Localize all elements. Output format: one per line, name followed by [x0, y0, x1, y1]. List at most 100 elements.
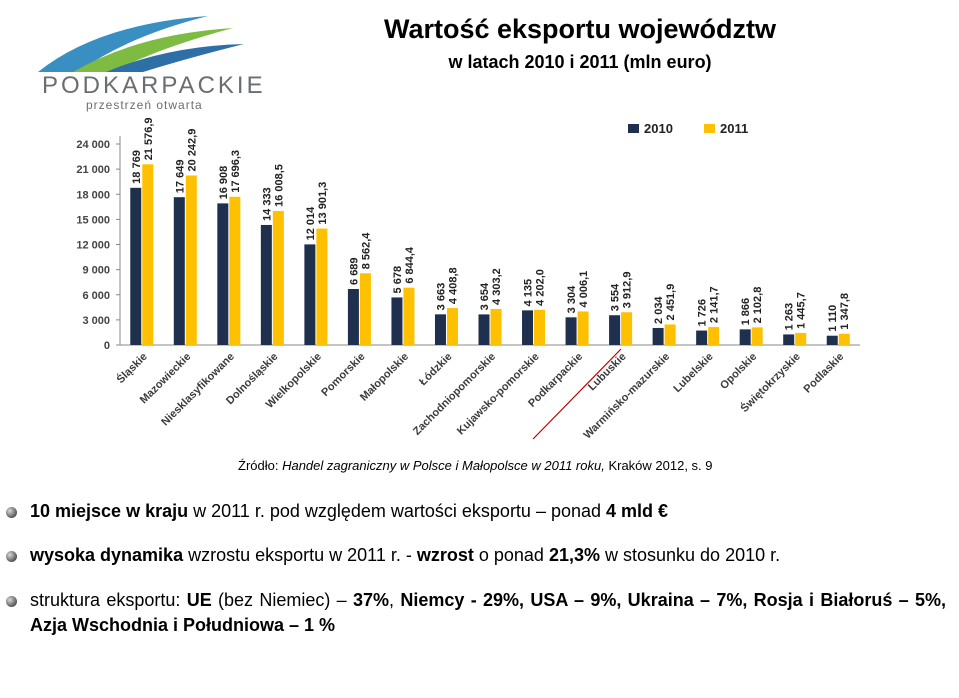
bar-2011	[229, 196, 241, 345]
legend-label-2010: 2010	[644, 121, 673, 136]
data-label-2011: 1 445,7	[796, 292, 808, 329]
bar-2011	[316, 228, 328, 345]
y-tick-label: 3 000	[82, 315, 110, 327]
data-label-2010: 3 304	[566, 285, 578, 313]
data-label-2010: 4 135	[523, 279, 535, 307]
logo-tagline: przestrzeń otwarta	[86, 98, 203, 112]
y-tick-label: 6 000	[82, 290, 110, 302]
bullet-segment: wysoka dynamika	[30, 545, 184, 565]
bar-2011	[621, 312, 633, 345]
bar-2011	[664, 324, 676, 345]
bar-2010	[173, 197, 185, 345]
data-label-2010: 1 110	[827, 305, 839, 332]
bullet-segment: 37%	[353, 590, 390, 610]
bar-2011	[838, 333, 850, 345]
bar-2010	[478, 314, 490, 345]
bullet-segment: wzrostu eksportu w 2011 r. -	[183, 545, 417, 565]
bullet-segment: 10 miejsce w kraju	[30, 501, 189, 521]
data-label-2010: 2 034	[653, 296, 665, 324]
bar-2010	[826, 335, 838, 345]
page-title: Wartość eksportu województw	[383, 14, 777, 44]
data-label-2011: 20 242,9	[186, 129, 198, 172]
page-subtitle: w latach 2010 i 2011 (mln euro)	[448, 52, 712, 72]
data-label-2011: 16 008,5	[273, 164, 285, 207]
bar-2011	[751, 327, 763, 345]
data-label-2010: 3 654	[479, 282, 491, 310]
bar-2011	[795, 332, 807, 345]
data-label-2011: 1 347,8	[839, 293, 851, 330]
bar-2010	[565, 317, 577, 345]
bar-2010	[304, 244, 316, 345]
bar-2010	[260, 224, 272, 345]
bar-2010	[739, 329, 751, 345]
bullet-text: wysoka dynamika wzrostu eksportu w 2011 …	[30, 543, 946, 568]
y-tick-label: 21 000	[76, 164, 110, 176]
y-tick-label: 15 000	[76, 214, 110, 226]
bar-2011	[490, 308, 502, 345]
bullet-text: struktura eksportu: UE (bez Niemiec) – 3…	[30, 588, 946, 638]
data-label-2011: 4 408,8	[447, 267, 459, 304]
legend-swatch-2011	[704, 124, 715, 133]
data-label-2011: 4 006,1	[578, 271, 590, 308]
bar-2011	[142, 164, 154, 345]
bar-2011	[577, 311, 589, 345]
bar-2011	[272, 210, 284, 345]
data-label-2011: 2 141,7	[709, 286, 721, 323]
y-tick-label: 9 000	[82, 265, 110, 277]
x-tick-label: Lubelskie	[671, 351, 715, 395]
bar-2010	[696, 330, 708, 345]
source-note: Źródło: Handel zagraniczny w Polsce i Ma…	[238, 458, 713, 473]
data-label-2010: 5 678	[392, 266, 404, 294]
bullet-segment: Niemcy - 29%, USA – 9%, Ukraina – 7%, Ro…	[30, 590, 946, 635]
x-tick-label: Opolskie	[718, 351, 759, 392]
data-label-2011: 4 303,2	[491, 268, 503, 305]
y-tick-label: 24 000	[76, 139, 110, 151]
y-tick-label: 12 000	[76, 240, 110, 252]
data-label-2010: 17 649	[174, 160, 186, 194]
y-tick-label: 0	[104, 340, 110, 352]
bar-2010	[522, 310, 534, 345]
bar-2011	[185, 175, 197, 345]
data-label-2011: 13 901,3	[317, 182, 329, 225]
bar-2010	[130, 187, 142, 345]
data-label-2011: 8 562,4	[360, 232, 372, 270]
data-label-2010: 1 866	[740, 298, 752, 326]
data-label-2010: 6 689	[348, 257, 360, 285]
data-label-2010: 14 333	[261, 187, 273, 221]
legend-label-2011: 2011	[720, 121, 748, 136]
bar-2010	[652, 327, 664, 345]
data-label-2011: 2 102,8	[752, 287, 764, 324]
data-label-2010: 3 663	[435, 283, 447, 311]
data-label-2010: 1 263	[784, 303, 796, 331]
x-tick-label: Warmińsko-mazurskie	[581, 351, 672, 442]
bullet-segment: 4 mld €	[606, 501, 669, 521]
y-tick-label: 18 000	[76, 189, 110, 201]
bar-2011	[708, 327, 720, 345]
bar-2011	[446, 308, 458, 345]
podkarpackie-logo: PODKARPACKIE przestrzeń otwarta	[18, 14, 263, 112]
x-tick-label: Kujawsko-pomorskie	[455, 351, 542, 438]
source-prefix: Źródło:	[238, 458, 283, 473]
bullet-icon	[6, 596, 17, 607]
bar-2010	[609, 315, 621, 345]
data-label-2010: 3 554	[610, 283, 622, 311]
logo-wordmark: PODKARPACKIE	[42, 72, 266, 99]
x-tick-label: Zachodniopomorskie	[411, 351, 498, 438]
bar-2010	[783, 334, 795, 345]
bullet-icon	[6, 551, 17, 562]
x-tick-label: Śląskie	[114, 350, 150, 386]
data-label-2010: 1 726	[697, 299, 709, 327]
bullet-icon	[6, 507, 17, 518]
data-label-2011: 2 451,9	[665, 284, 677, 321]
data-label-2011: 4 202,0	[535, 269, 547, 306]
data-label-2011: 21 576,9	[143, 118, 155, 160]
data-label-2011: 17 696,3	[230, 150, 242, 193]
x-tick-label: Lubuskie	[586, 351, 629, 394]
x-tick-label: Niesklasyfikowane	[159, 351, 237, 429]
bullet-segment: w 2011 r. pod względem wartości eksportu…	[188, 501, 607, 521]
bar-2010	[391, 297, 403, 345]
bullet-text: 10 miejsce w kraju w 2011 r. pod względe…	[30, 499, 946, 524]
bar-2010	[347, 288, 359, 345]
data-label-2011: 3 912,9	[622, 272, 634, 309]
data-label-2010: 12 014	[305, 206, 317, 241]
